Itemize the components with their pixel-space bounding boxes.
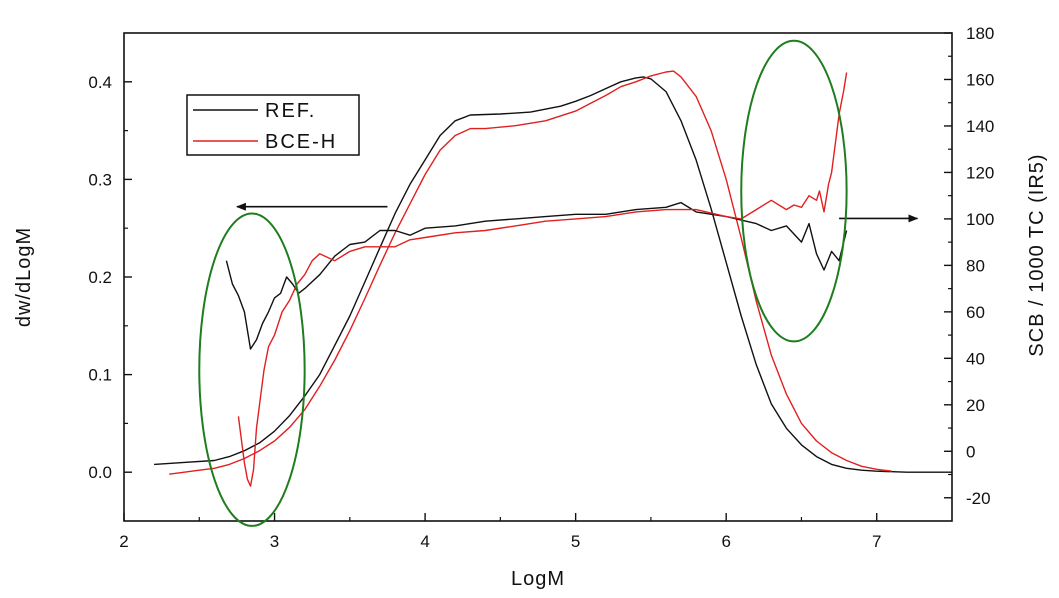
- y-right-tick-label: 60: [966, 303, 985, 322]
- y-left-tick-label: 0.0: [88, 463, 112, 482]
- y-right-tick-label: 40: [966, 349, 985, 368]
- legend: REF. BCE-H: [186, 94, 360, 156]
- annotation-layer: [198, 39, 919, 527]
- y-right-tick-label: 100: [966, 210, 994, 229]
- y-right-tick-label: 20: [966, 396, 985, 415]
- y-right-tick-label: 80: [966, 256, 985, 275]
- series-line-ref-scb: [225, 201, 848, 350]
- legend-label-bceh: BCE-H: [265, 131, 337, 153]
- y-right-tick-label: 140: [966, 117, 994, 136]
- x-tick-label: 6: [721, 532, 730, 551]
- x-axis-label: LogM: [511, 568, 565, 590]
- ticks-layer: 2 3 4 5 6 7 0.0 0.1 0.2 0.3 0.4 -20 0 20 40 60 80 100 120 1…: [88, 24, 994, 551]
- series-layer: [154, 70, 952, 487]
- y-right-tick-label: -20: [966, 489, 991, 508]
- y-axis-label-right: SCB / 1000 TC (IR5): [1026, 153, 1048, 356]
- y-right-tick-label: 160: [966, 70, 994, 89]
- y-right-tick-label: 120: [966, 163, 994, 182]
- x-tick-label: 7: [872, 532, 881, 551]
- series-line-ref: [154, 76, 952, 473]
- x-tick-label: 2: [119, 532, 128, 551]
- y-axis-label-left: dw/dLogM: [13, 227, 35, 327]
- highlight-ellipse: [198, 212, 306, 527]
- series-line-bce-h: [169, 70, 892, 475]
- highlight-ellipse: [740, 39, 848, 343]
- y-left-tick-label: 0.4: [88, 73, 112, 92]
- x-tick-label: 5: [571, 532, 580, 551]
- legend-box: [186, 94, 360, 156]
- x-tick-label: 3: [270, 532, 279, 551]
- y-left-tick-label: 0.3: [88, 170, 112, 189]
- y-right-tick-label: 0: [966, 442, 975, 461]
- legend-label-ref: REF.: [265, 100, 316, 122]
- series-line-bce-h-scb: [237, 72, 848, 487]
- y-left-tick-label: 0.2: [88, 268, 112, 287]
- y-left-tick-label: 0.1: [88, 366, 112, 385]
- x-tick-label: 4: [420, 532, 429, 551]
- y-right-tick-label: 180: [966, 24, 994, 43]
